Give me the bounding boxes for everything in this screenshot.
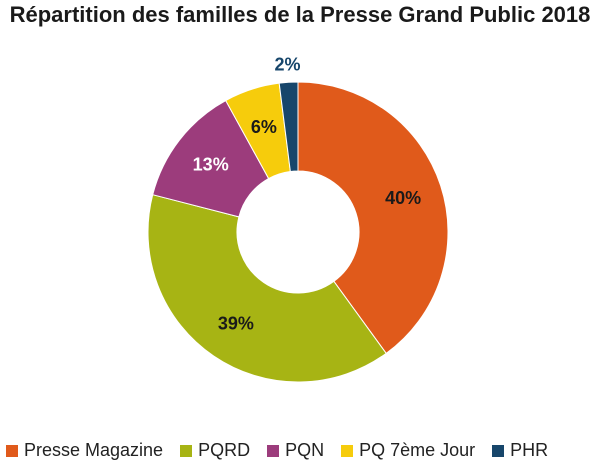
- slice-pqn: [152, 99, 270, 218]
- legend-label: PQN: [285, 440, 325, 460]
- legend-item-pqrd: PQRD: [180, 440, 250, 461]
- legend-swatch: [6, 444, 18, 457]
- legend-item-phr: PHR: [492, 440, 548, 461]
- data-label-presse-magazine: 40%: [385, 188, 421, 208]
- legend-item-pqn: PQN: [267, 440, 324, 461]
- slice-pqrd: [147, 194, 387, 383]
- data-label-pqrd: 39%: [218, 313, 254, 333]
- data-label-pqn: 13%: [193, 154, 229, 174]
- slice-presse-magazine: [297, 81, 449, 355]
- data-label-phr: 2%: [274, 54, 300, 74]
- legend-item-presse-magazine: Presse Magazine: [6, 440, 163, 461]
- data-labels-group: 40% 39% 13% 6% 2%: [193, 54, 421, 333]
- legend-swatch: [267, 444, 280, 457]
- legend-swatch: [341, 444, 354, 457]
- legend-label: PQRD: [198, 440, 251, 460]
- legend-swatch: [180, 444, 193, 457]
- legend-swatch: [492, 444, 505, 457]
- slices-group: [147, 81, 449, 383]
- data-label-pq-7-me-jour: 6%: [251, 117, 277, 137]
- legend-item-pq-7-me-jour: PQ 7ème Jour: [341, 440, 475, 461]
- chart-title: Répartition des familles de la Presse Gr…: [9, 2, 591, 27]
- legend-label: Presse Magazine: [24, 440, 164, 460]
- legend-label: PQ 7ème Jour: [359, 440, 476, 460]
- legend-label: PHR: [510, 440, 549, 460]
- legend: Presse Magazine PQRD PQN PQ 7ème Jour PHR: [6, 440, 600, 461]
- slice-phr: [278, 81, 299, 173]
